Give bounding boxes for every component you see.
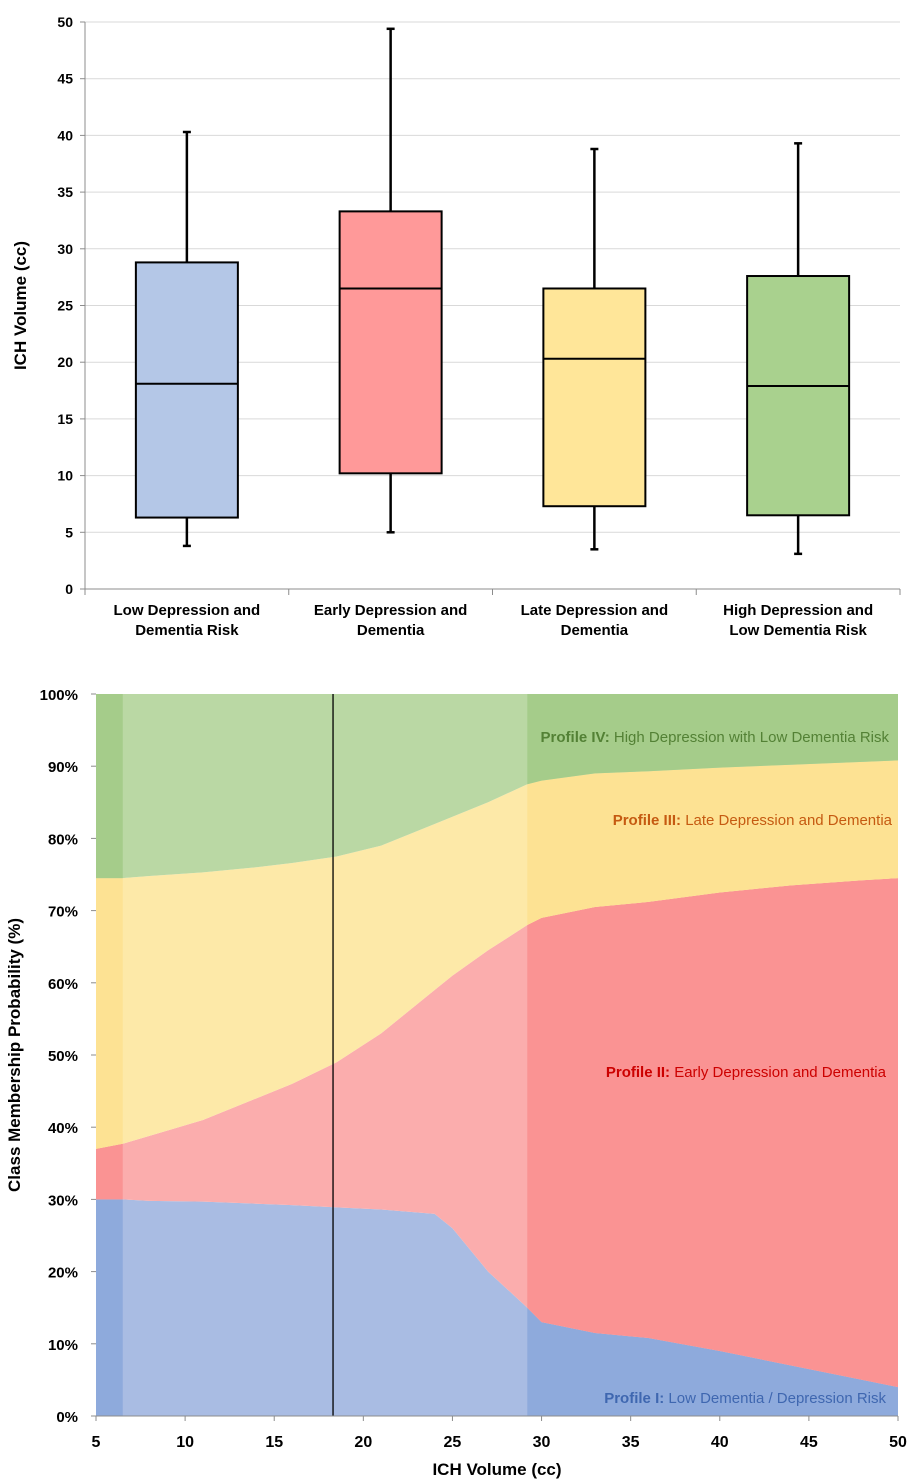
area-profile-4-shaded xyxy=(527,694,898,785)
category-label: Dementia xyxy=(357,622,425,639)
x-tick-label: 45 xyxy=(800,1434,818,1451)
y-tick-label: 25 xyxy=(57,298,73,314)
x-tick-label: 25 xyxy=(444,1434,462,1451)
y-tick-label: 60% xyxy=(48,976,78,993)
area-profile-4-shaded xyxy=(96,694,123,879)
category-label: High Depression and xyxy=(723,602,873,619)
area-profile-1-shaded xyxy=(96,1199,123,1416)
y-tick-label: 10 xyxy=(57,468,73,484)
y-tick-label: 100% xyxy=(40,687,78,704)
profile-label-1: Profile I: Low Dementia / Depression Ris… xyxy=(604,1390,886,1407)
y-tick-label: 50 xyxy=(57,14,73,30)
y-tick-label: 20% xyxy=(48,1265,78,1282)
y-tick-label: 0% xyxy=(56,1409,78,1426)
profile-label-2: Profile II: Early Depression and Dementi… xyxy=(606,1064,887,1081)
y-tick-label: 50% xyxy=(48,1048,78,1065)
y-tick-label: 45 xyxy=(57,71,73,87)
area-profile-3-shaded xyxy=(527,760,898,926)
category-label: Low Depression and xyxy=(114,602,261,619)
x-tick-label: 10 xyxy=(176,1434,194,1451)
y-tick-label: 70% xyxy=(48,904,78,921)
x-tick-label: 20 xyxy=(354,1434,372,1451)
profile-description: Low Dementia / Depression Risk xyxy=(664,1390,886,1407)
y-tick-label: 0 xyxy=(65,581,73,597)
category-label: Dementia xyxy=(561,622,629,639)
box xyxy=(542,287,647,508)
profile-label-3: Profile III: Late Depression and Dementi… xyxy=(613,812,893,829)
x-tick-label: 30 xyxy=(533,1434,551,1451)
area-profile-2-shaded xyxy=(527,878,898,1388)
y-tick-label: 15 xyxy=(57,411,73,427)
profile-name: Profile II: xyxy=(606,1064,670,1081)
area-profile-3-shaded xyxy=(96,878,123,1149)
x-tick-label: 35 xyxy=(622,1434,640,1451)
y-axis-title: ICH Volume (cc) xyxy=(11,241,30,370)
profile-name: Profile III: xyxy=(613,812,681,829)
category-label: Late Depression and xyxy=(521,602,669,619)
x-axis-title: ICH Volume (cc) xyxy=(432,1460,561,1479)
box xyxy=(338,210,443,475)
box-plot-chart: 0 5 10 15 20 25 30 35 40 45 50 ICH Volume (cc) Low D… xyxy=(11,14,901,639)
stacked-area-chart: 0% 10% 20% 30% 40% 50% 60% 70% 80% 90% 100% 5 10 15 20… xyxy=(5,687,907,1479)
x-tick-label: 50 xyxy=(889,1434,907,1451)
profile-name: Profile IV: xyxy=(541,729,610,746)
profile-description: High Depression with Low Dementia Risk xyxy=(610,729,890,746)
area-profile-2-shaded xyxy=(96,1143,123,1200)
category-label: Early Depression and xyxy=(314,602,467,619)
y-tick-label: 5 xyxy=(65,524,73,540)
y-tick-label: 20 xyxy=(57,354,73,370)
box xyxy=(746,275,851,517)
y-tick-label: 30% xyxy=(48,1192,78,1209)
y-tick-label: 40 xyxy=(57,127,73,143)
profile-description: Late Depression and Dementia xyxy=(681,812,893,829)
y-axis-title: Class Membership Probability (%) xyxy=(5,918,24,1192)
y-tick-label: 40% xyxy=(48,1120,78,1137)
y-tick-label: 35 xyxy=(57,184,73,200)
y-tick-label: 10% xyxy=(48,1337,78,1354)
x-tick-label: 5 xyxy=(92,1434,101,1451)
category-label: Dementia Risk xyxy=(135,622,239,639)
y-tick-label: 80% xyxy=(48,831,78,848)
profile-description: Early Depression and Dementia xyxy=(670,1064,887,1081)
y-tick-label: 90% xyxy=(48,759,78,776)
x-tick-label: 40 xyxy=(711,1434,729,1451)
box xyxy=(134,261,239,519)
x-tick-label: 15 xyxy=(265,1434,283,1451)
area-profile-1-shaded xyxy=(527,1307,898,1416)
category-label: Low Dementia Risk xyxy=(729,622,867,639)
y-tick-label: 30 xyxy=(57,241,73,257)
profile-label-4: Profile IV: High Depression with Low Dem… xyxy=(541,729,890,746)
profile-name: Profile I: xyxy=(604,1390,664,1407)
